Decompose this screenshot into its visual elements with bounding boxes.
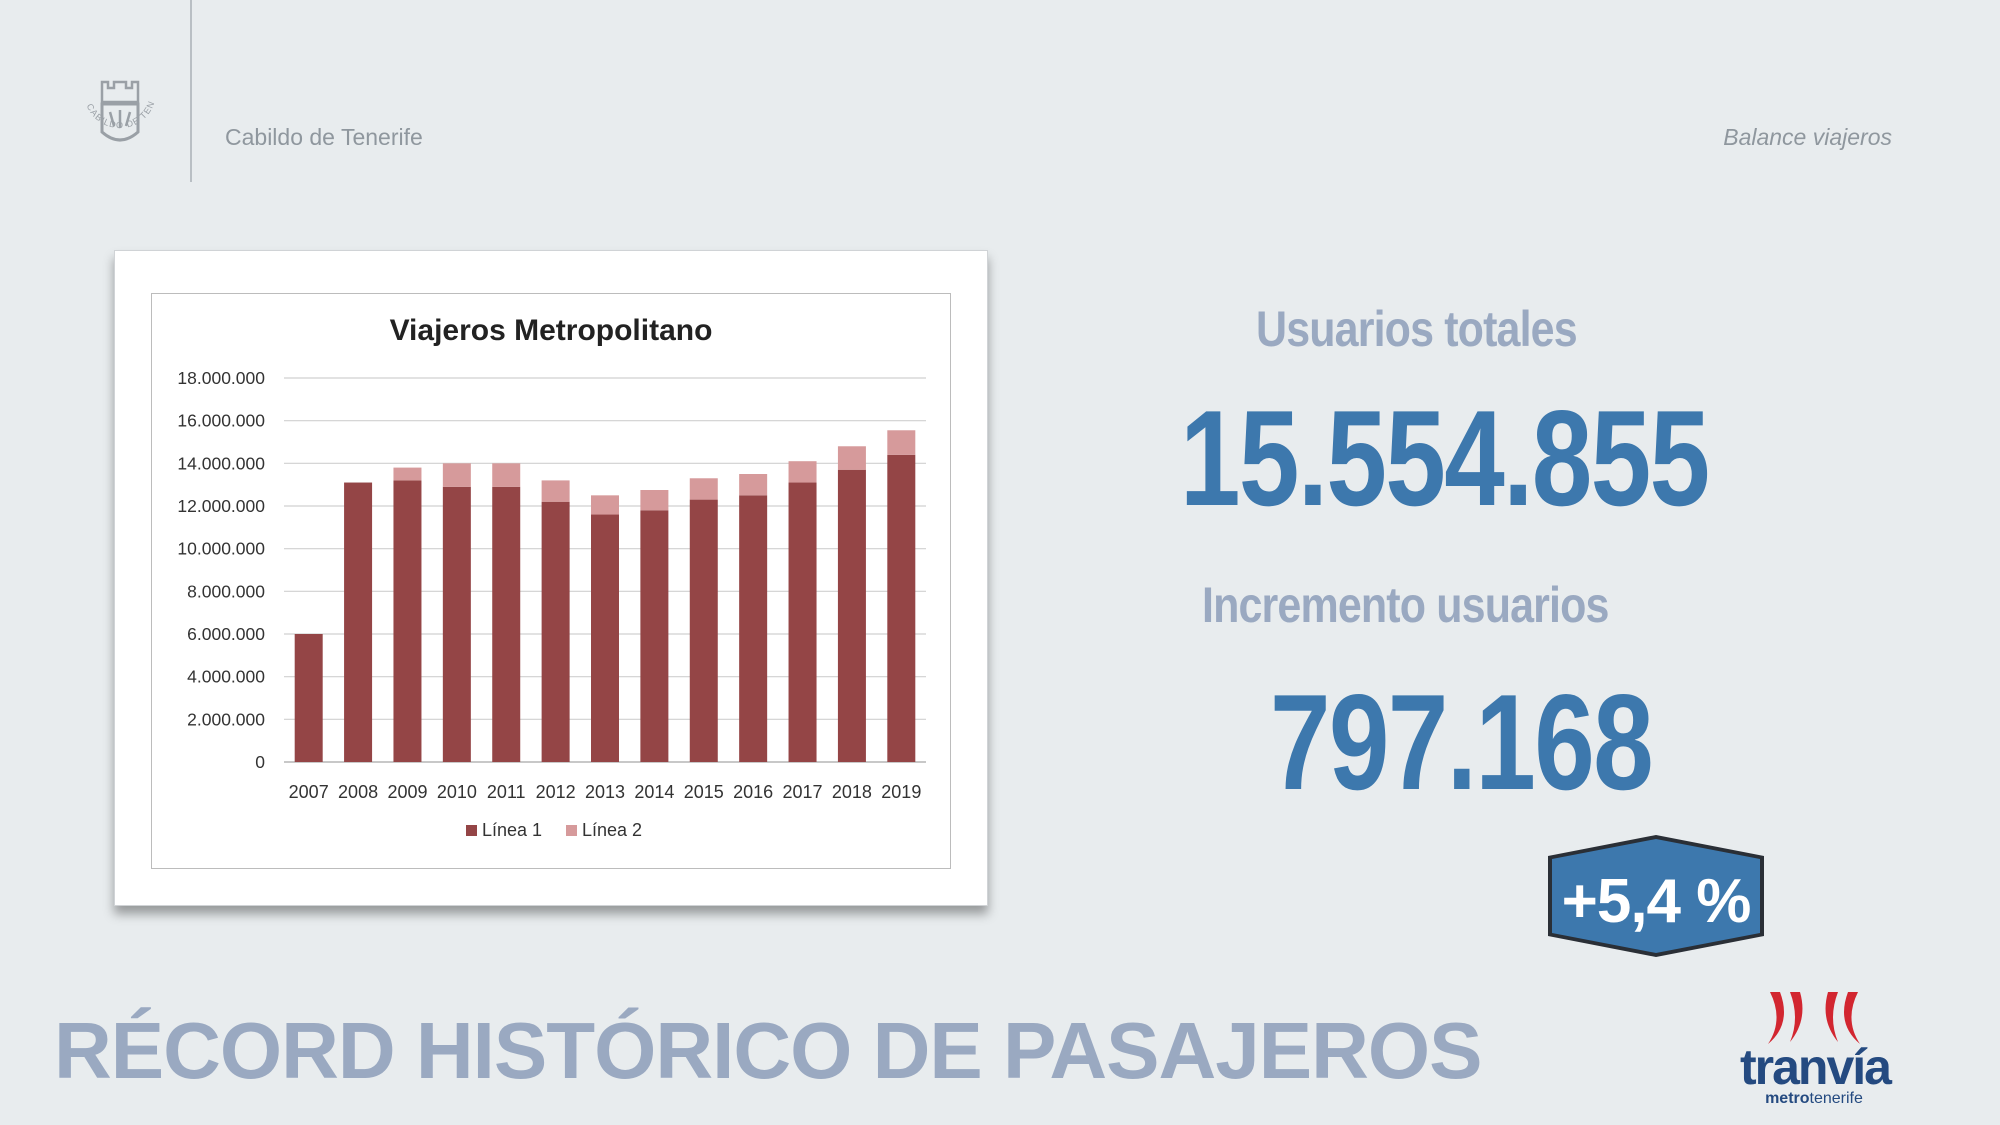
percent-badge-shape [1548,835,1764,957]
y-tick-label: 10.000.000 [177,539,265,559]
x-tick-label: 2012 [536,782,576,802]
x-tick-label: 2011 [487,782,526,802]
x-tick-label: 2014 [634,782,674,802]
bar-linea1 [442,486,471,762]
bar-linea2 [788,461,817,483]
legend-label: Línea 1 [482,820,542,840]
bar-linea2 [837,446,866,470]
bar-linea2 [393,467,422,481]
bar-linea2 [541,480,570,502]
legend-swatch [566,825,577,836]
bar-linea1 [393,480,422,762]
y-tick-label: 8.000.000 [187,581,265,601]
x-tick-label: 2015 [684,782,724,802]
bar-linea2 [739,474,768,496]
x-tick-label: 2010 [437,782,477,802]
x-tick-label: 2016 [733,782,773,802]
total-users-label: Usuarios totales [1256,301,1578,357]
bar-linea1 [294,634,323,762]
x-tick-label: 2013 [585,782,625,802]
increment-users-value: 797.168 [1270,666,1654,818]
bar-linea2 [591,495,619,515]
tranvia-logo-icon [1768,992,1860,1044]
chart-frame: Viajeros Metropolitano 0 2.000.000 4.000.00… [151,293,951,869]
cabildo-crest-logo: CABILDO DE TENERIFE [78,74,156,142]
chart-card: Viajeros Metropolitano 0 2.000.000 4.000.00… [114,250,988,906]
x-tick-label: 2018 [832,782,872,802]
bar-linea1 [541,501,570,762]
x-tick-label: 2009 [387,782,427,802]
section-title: Balance viajeros [1723,124,1892,150]
bar-linea1 [344,482,373,762]
bar-linea2 [640,490,669,511]
x-tick-label: 2017 [783,782,823,802]
headline: RÉCORD HISTÓRICO DE PASAJEROS [54,1006,1482,1095]
bar-linea1 [739,495,768,762]
y-tick-label: 4.000.000 [187,667,265,687]
y-tick-label: 0 [255,752,265,772]
bar-linea1 [837,469,866,762]
legend-label: Línea 2 [582,820,642,840]
chart-title: Viajeros Metropolitano [390,314,713,347]
bar-linea1 [689,499,718,762]
bar-linea1 [492,486,521,762]
y-tick-label: 16.000.000 [177,411,265,431]
bar-linea1 [887,454,916,762]
bar-chart: Viajeros Metropolitano 0 2.000.000 4.000.00… [177,314,926,840]
increment-users-label: Incremento usuarios [1202,577,1609,633]
bar-linea2 [442,463,471,487]
org-name: Cabildo de Tenerife [225,124,423,150]
y-tick-label: 6.000.000 [187,624,265,644]
x-tick-label: 2019 [881,782,921,802]
tranvia-logo-sub: metrotenerife [1740,1090,1888,1108]
x-tick-label: 2008 [338,782,378,802]
bar-linea1 [788,482,817,762]
logo-sub-bold: metro [1765,1090,1810,1107]
y-tick-label: 2.000.000 [187,709,265,729]
x-tick-label: 2007 [289,782,329,802]
bar-linea2 [887,430,916,455]
bar-linea2 [492,463,521,487]
bar-linea1 [640,510,669,762]
tranvia-logo-word: tranvía [1740,1039,1892,1095]
legend-swatch [466,825,477,836]
y-tick-label: 18.000.000 [177,368,265,388]
logo-sub-regular: tenerife [1809,1090,1863,1107]
header-divider [190,0,192,182]
y-tick-label: 14.000.000 [177,453,265,473]
bar-linea1 [591,514,619,762]
total-users-value: 15.554.855 [1180,382,1710,534]
y-tick-label: 12.000.000 [177,496,265,516]
percent-badge: +5,4 % [1561,867,1752,936]
bar-linea2 [689,478,718,500]
